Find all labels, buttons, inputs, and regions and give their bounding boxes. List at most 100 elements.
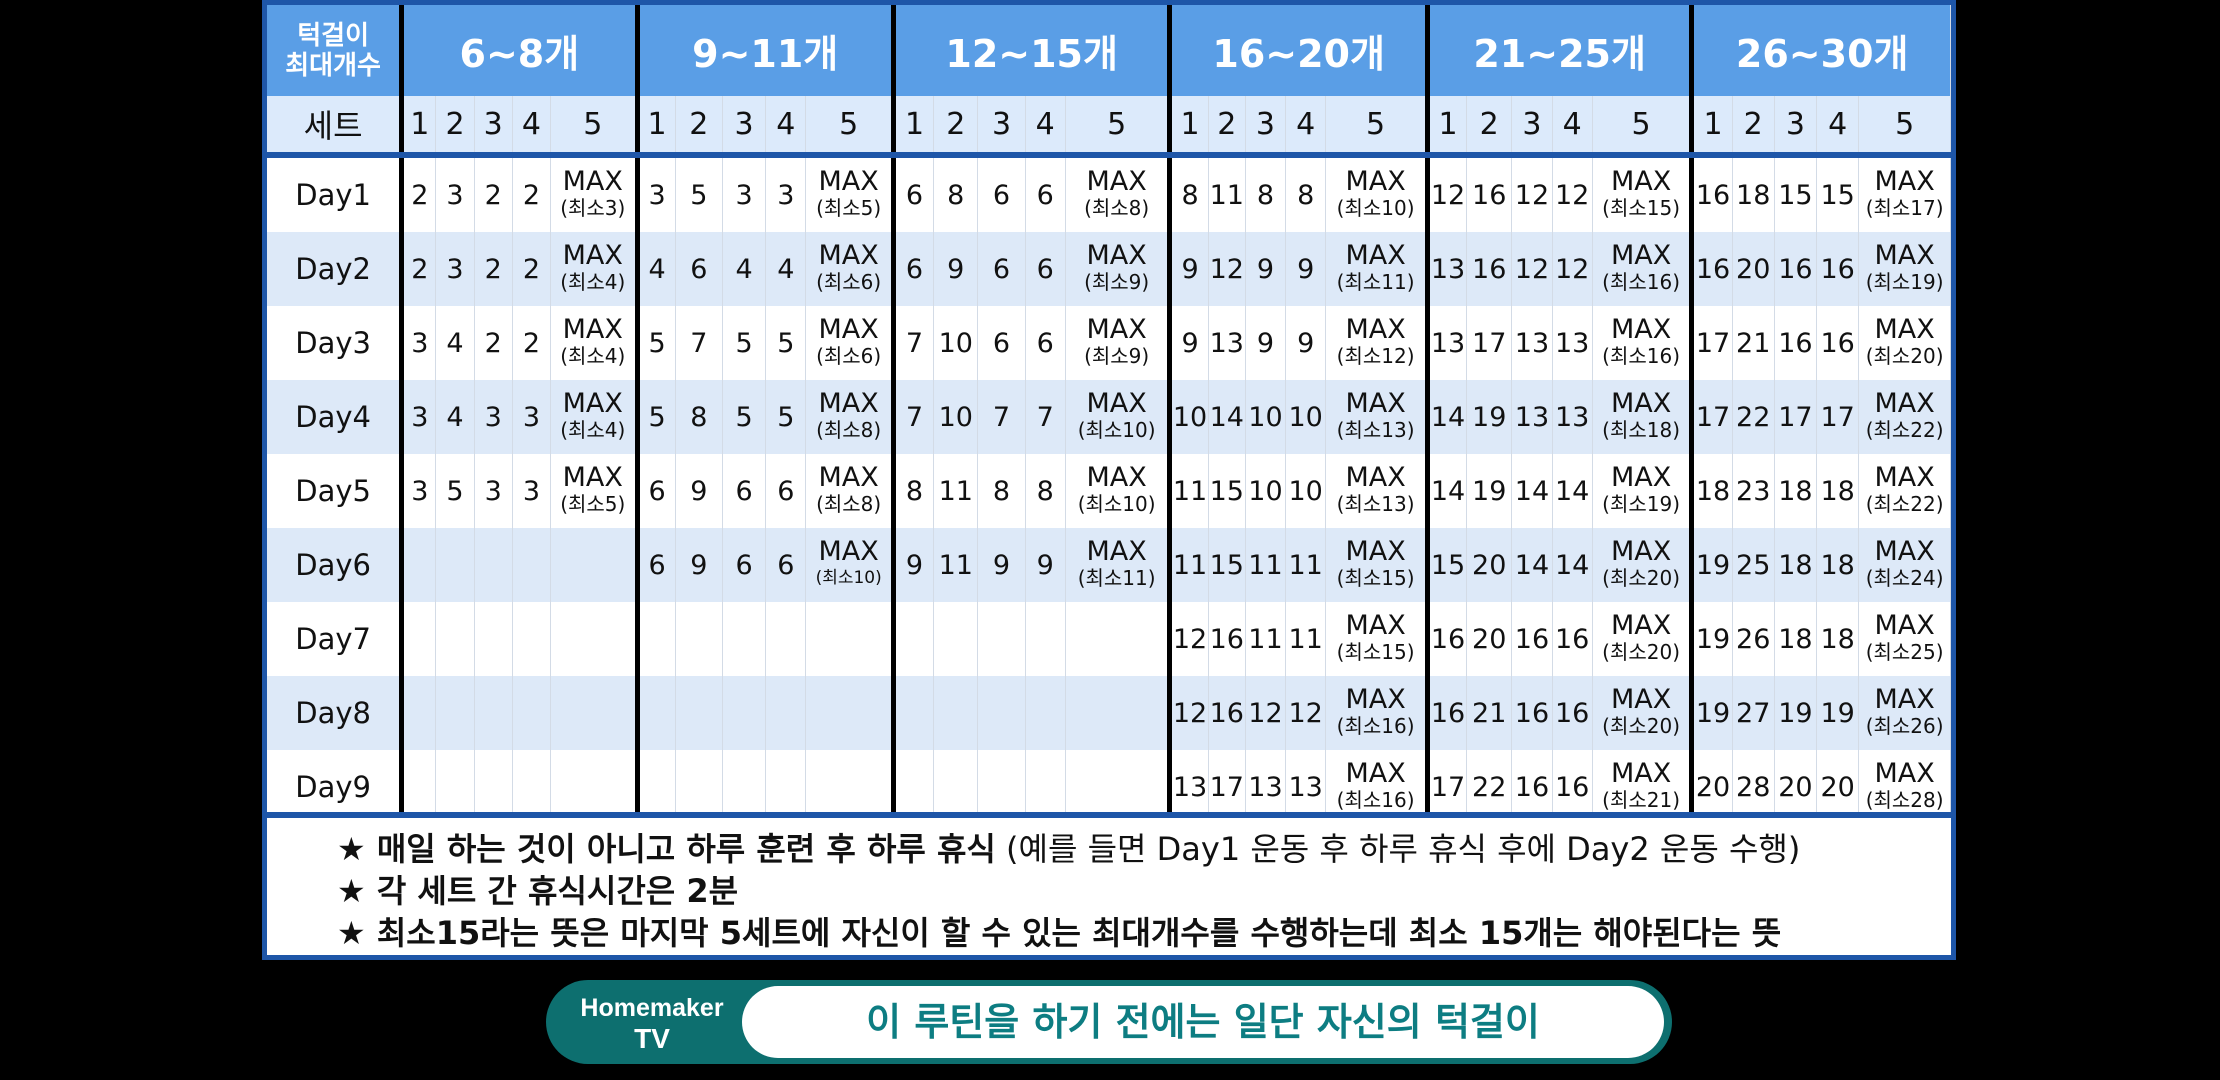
empty-cell <box>933 750 979 824</box>
set-number-header: 5 <box>1325 96 1428 158</box>
rep-cell: 15 <box>1424 528 1468 602</box>
min-reps: (최소26) <box>1865 714 1944 738</box>
max-label: MAX <box>562 166 623 197</box>
empty-cell <box>675 750 723 824</box>
empty-cell <box>977 750 1026 824</box>
max-label: MAX <box>1345 388 1406 419</box>
table-row: Day4 3 4 3 3 MAX (최소4) 5 8 5 5 MAX (최소8) 7 10 7 7 MAX (최소1… <box>267 380 1951 454</box>
rep-cell: 9 <box>675 454 723 528</box>
empty-cell <box>722 602 767 676</box>
min-reps: (최소20) <box>1602 640 1681 664</box>
rep-cell: 17 <box>1208 750 1246 824</box>
rep-cell: 8 <box>1245 155 1287 232</box>
max-cell: MAX (최소10) <box>1325 155 1428 232</box>
max-label: MAX <box>818 314 879 345</box>
rep-cell: 16 <box>1511 750 1553 824</box>
max-cell: MAX (최소20) <box>1592 676 1693 750</box>
empty-cell <box>634 602 676 676</box>
table-row: Day1 2 3 2 2 MAX (최소3) 3 5 3 3 MAX (최소5) 6 8 6 6 MAX (최소8)… <box>267 155 1951 232</box>
rep-cell: 13 <box>1511 306 1553 380</box>
min-reps: (최소20) <box>1602 566 1681 590</box>
rep-cell: 18 <box>1689 454 1733 528</box>
rep-cell: 6 <box>634 454 676 528</box>
set-number-header: 2 <box>435 96 475 158</box>
rep-cell: 2 <box>512 232 552 306</box>
rep-cell: 12 <box>1167 676 1209 750</box>
rep-cell: 17 <box>1774 380 1818 454</box>
rep-cell: 21 <box>1466 676 1513 750</box>
note-3-bold: ★ 최소15라는 뜻은 마지막 5세트에 자신이 할 수 있는 최대개수를 수행… <box>337 914 1782 952</box>
empty-cell <box>550 676 638 750</box>
rep-cell: 18 <box>1774 454 1818 528</box>
empty-cell <box>399 676 437 750</box>
max-label: MAX <box>1874 314 1935 345</box>
max-label: MAX <box>562 388 623 419</box>
max-label: MAX <box>1086 314 1147 345</box>
empty-cell <box>1065 750 1171 824</box>
rep-cell: 16 <box>1466 232 1513 306</box>
rep-cell: 9 <box>977 528 1026 602</box>
rep-cell: 19 <box>1816 676 1860 750</box>
max-cell: MAX (최소8) <box>805 380 894 454</box>
min-reps: (최소28) <box>1865 788 1944 812</box>
rep-cell: 16 <box>1774 306 1818 380</box>
rep-cell: 21 <box>1732 306 1775 380</box>
max-label: MAX <box>818 388 879 419</box>
rep-cell: 9 <box>1025 528 1066 602</box>
set-number-header: 4 <box>1285 96 1327 158</box>
subtitle-bar: Homemaker TV 이 루틴을 하기 전에는 일단 자신의 턱걸이 <box>546 980 1672 1064</box>
empty-cell <box>805 676 894 750</box>
min-reps: (최소16) <box>1336 788 1415 812</box>
rep-cell: 5 <box>634 306 676 380</box>
pullup-routine-table: 턱걸이 최대개수 6~8개 9~11개 12~15개 16~20개 21~25개… <box>267 5 1951 824</box>
empty-cell <box>765 750 807 824</box>
rep-cell: 3 <box>399 380 437 454</box>
rep-cell: 7 <box>675 306 723 380</box>
rep-cell: 16 <box>1774 232 1818 306</box>
max-label: MAX <box>1345 240 1406 271</box>
rep-cell: 5 <box>634 380 676 454</box>
rep-cell: 9 <box>1167 306 1209 380</box>
empty-cell <box>512 676 552 750</box>
max-label: MAX <box>1345 462 1406 493</box>
min-reps: (최소21) <box>1602 788 1681 812</box>
set-number-header: 4 <box>1552 96 1593 158</box>
min-reps: (최소6) <box>816 270 882 294</box>
max-label: MAX <box>1874 610 1935 641</box>
group-header-4: 16~20개 <box>1167 5 1428 96</box>
rep-cell: 6 <box>1025 306 1066 380</box>
min-reps: (최소16) <box>1602 270 1681 294</box>
max-cell: MAX (최소10) <box>1065 454 1171 528</box>
max-cell: MAX (최소15) <box>1325 602 1428 676</box>
empty-cell <box>435 528 475 602</box>
rep-cell: 17 <box>1689 380 1733 454</box>
rep-cell: 4 <box>435 306 475 380</box>
table-row: Day9 13 17 13 13 MAX (최소16) 17 22 16 16 MAX (최소21) 20… <box>267 750 1951 824</box>
rep-cell: 17 <box>1424 750 1468 824</box>
note-line-2: ★ 각 세트 간 휴식시간은 2분 <box>337 870 1951 912</box>
max-cell: MAX (최소22) <box>1858 380 1951 454</box>
rep-cell: 9 <box>675 528 723 602</box>
max-cell: MAX (최소3) <box>550 155 638 232</box>
rep-cell: 4 <box>634 232 676 306</box>
day-label: Day2 <box>267 232 403 306</box>
empty-cell <box>977 602 1026 676</box>
min-reps: (최소16) <box>1336 714 1415 738</box>
max-label: MAX <box>1345 610 1406 641</box>
max-label: MAX <box>1086 166 1147 197</box>
rep-cell: 13 <box>1552 380 1593 454</box>
min-reps: (최소10) <box>815 568 882 588</box>
rep-cell: 16 <box>1552 602 1593 676</box>
note-1-bold: ★ 매일 하는 것이 아니고 하루 훈련 후 하루 휴식 <box>337 830 996 868</box>
day-label: Day3 <box>267 306 403 380</box>
empty-cell <box>1025 676 1066 750</box>
rep-cell: 3 <box>474 380 513 454</box>
rep-cell: 4 <box>435 380 475 454</box>
rep-cell: 20 <box>1732 232 1775 306</box>
rep-cell: 6 <box>1025 155 1066 232</box>
rep-cell: 10 <box>933 306 979 380</box>
set-number-header: 4 <box>765 96 807 158</box>
min-reps: (최소12) <box>1336 344 1415 368</box>
max-cell: MAX (최소19) <box>1592 454 1693 528</box>
max-cell: MAX (최소15) <box>1325 528 1428 602</box>
